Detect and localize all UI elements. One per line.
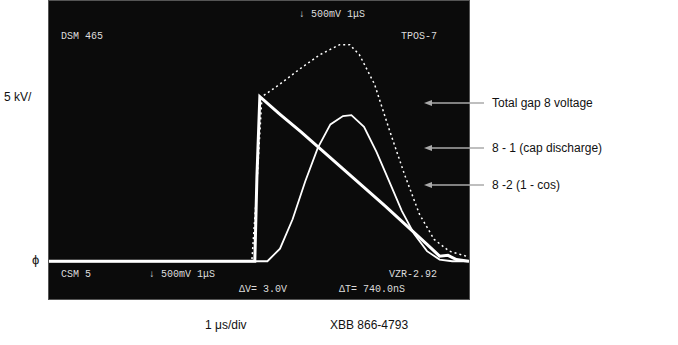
html-text:↓ 500mV 1μS: ↓ 500mV 1μS bbox=[299, 9, 365, 20]
html-text:TPOS-7: TPOS-7 bbox=[401, 31, 437, 42]
svg-text:8 - 1 (cap discharge): 8 - 1 (cap discharge) bbox=[492, 141, 602, 155]
html-text:ϕ: ϕ bbox=[32, 252, 40, 267]
html-text:VZR-2.92: VZR-2.92 bbox=[389, 269, 437, 280]
html-text:XBB 866-4793: XBB 866-4793 bbox=[330, 318, 409, 332]
html-text:ΔT= 740.0nS: ΔT= 740.0nS bbox=[339, 284, 405, 295]
html-text:DSM 465: DSM 465 bbox=[61, 31, 103, 42]
html-text:CSM 5: CSM 5 bbox=[61, 269, 91, 280]
html-text:ΔV= 3.0V: ΔV= 3.0V bbox=[239, 284, 287, 295]
html-text:1 μs/div: 1 μs/div bbox=[205, 318, 247, 332]
svg-text:8 -2 (1 - cos): 8 -2 (1 - cos) bbox=[492, 178, 560, 192]
svg-text:Total gap 8 voltage: Total gap 8 voltage bbox=[492, 96, 593, 110]
html-text:↓ 500mV 1μS: ↓ 500mV 1μS bbox=[149, 269, 215, 280]
html-text:5 kV/: 5 kV/ bbox=[4, 90, 32, 104]
